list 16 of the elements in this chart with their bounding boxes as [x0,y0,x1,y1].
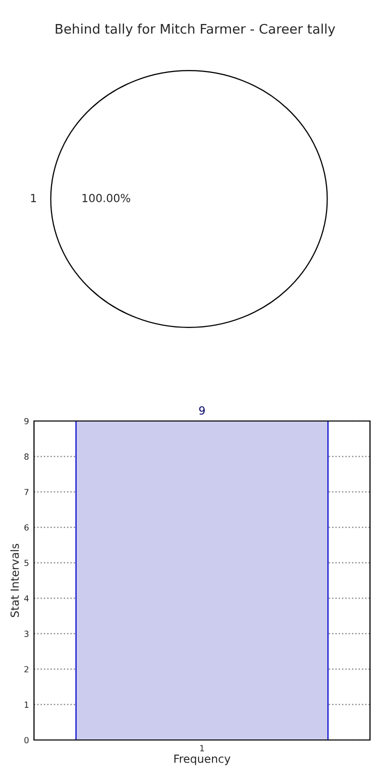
y-tick-label: 3 [24,630,28,637]
y-tick-label: 0 [24,736,29,744]
y-tick-label: 4 [24,595,29,602]
x-axis-title: Frequency [174,754,230,766]
chart-title: Behind tally for Mitch Farmer - Career tally [56,24,336,36]
y-tick-label: 2 [24,666,28,672]
data-label: 9 [199,406,205,415]
y-tick-label: 6 [24,524,29,531]
y-axis-title: Stat Intervals [10,544,19,617]
y-tick-label: 9 [24,418,29,424]
y-tick-label: 1 [24,702,28,708]
y-tick-label: 5 [24,560,28,566]
y-tick-label: 8 [24,453,29,460]
y-tick-label: 7 [24,488,28,496]
slice-label: 1 [31,194,36,202]
data-label: 100.00% [82,194,130,202]
